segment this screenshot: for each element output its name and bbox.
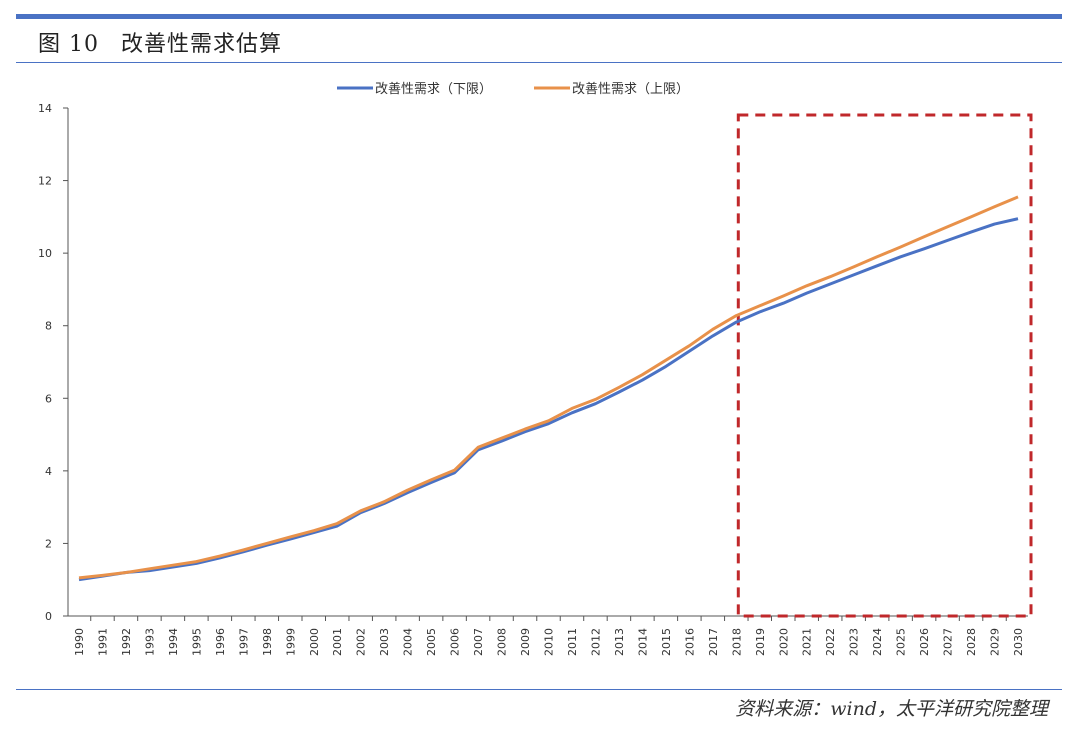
- y-tick-label: 10: [38, 247, 52, 260]
- x-tick-label: 1999: [284, 628, 297, 656]
- source-note: 资料来源：wind，太平洋研究院整理: [735, 698, 1048, 720]
- x-tick-label: 2023: [848, 628, 861, 656]
- x-tick-label: 2015: [660, 628, 673, 656]
- x-tick-label: 2012: [589, 628, 602, 656]
- x-tick-label: 2026: [918, 628, 931, 656]
- x-tick-label: 2006: [449, 628, 462, 656]
- x-tick-label: 2027: [942, 628, 955, 656]
- series-line-lower: [78, 217, 1019, 582]
- x-tick-label: 2007: [472, 628, 485, 656]
- y-tick-label: 0: [45, 610, 52, 623]
- y-tick-label: 4: [45, 465, 52, 478]
- x-tick-label: 2014: [636, 628, 649, 656]
- x-tick-label: 1991: [96, 628, 109, 656]
- x-tick-label: 2021: [801, 628, 814, 656]
- x-tick-label: 1994: [167, 628, 180, 656]
- y-tick-label: 6: [45, 392, 52, 405]
- x-tick-label: 2003: [378, 628, 391, 656]
- y-tick-label: 8: [45, 320, 52, 333]
- y-tick-label: 12: [38, 175, 52, 188]
- x-tick-label: 2001: [331, 628, 344, 656]
- x-tick-label: 2020: [777, 628, 790, 656]
- legend-label-lower: 改善性需求（下限）: [375, 81, 492, 97]
- x-tick-label: 2000: [308, 628, 321, 656]
- x-tick-label: 2018: [730, 628, 743, 656]
- series-line-upper: [78, 195, 1019, 580]
- legend-label-upper: 改善性需求（上限）: [572, 81, 689, 97]
- x-tick-label: 2024: [871, 628, 884, 656]
- x-tick-label: 2025: [895, 628, 908, 656]
- x-tick-label: 2004: [402, 628, 415, 656]
- chart-lines: [78, 195, 1019, 582]
- x-tick-label: 2005: [425, 628, 438, 656]
- top-rule: [16, 14, 1062, 19]
- x-tick-label: 2002: [355, 628, 368, 656]
- x-tick-label: 1995: [190, 628, 203, 656]
- x-tick-label: 1990: [73, 628, 86, 656]
- y-tick-label: 2: [45, 537, 52, 550]
- figure-title: 图 10 改善性需求估算: [38, 26, 282, 58]
- x-tick-label: 2028: [965, 628, 978, 656]
- figure-number: 10: [69, 32, 100, 57]
- y-tick-label: 14: [38, 102, 52, 115]
- title-rule: [16, 62, 1062, 63]
- x-tick-label: 2030: [1012, 628, 1025, 656]
- bottom-rule: [16, 689, 1062, 690]
- x-tick-label: 1996: [214, 628, 227, 656]
- chart-legend: 改善性需求（下限） 改善性需求（上限）: [337, 81, 689, 97]
- line-chart: 改善性需求（下限） 改善性需求（上限） 0 2 4 6 8 10 12 14 1990 1991 19…: [38, 81, 1033, 656]
- figure-title-text: 改善性需求估算: [121, 32, 283, 57]
- x-tick-label: 1998: [261, 628, 274, 656]
- x-tick-label: 1992: [120, 628, 133, 656]
- x-tick-label: 1993: [143, 628, 156, 656]
- x-tick-label: 2019: [754, 628, 767, 656]
- x-tick-label: 2017: [707, 628, 720, 656]
- x-tick-label: 1997: [237, 628, 250, 656]
- x-tick-label: 2010: [543, 628, 556, 656]
- x-tick-label: 2029: [989, 628, 1002, 656]
- x-tick-label: 2008: [496, 628, 509, 656]
- x-tick-label: 2022: [824, 628, 837, 656]
- forecast-highlight-box: [736, 113, 1033, 618]
- figure-label: 图: [38, 32, 62, 57]
- x-tick-label: 2013: [613, 628, 626, 656]
- x-tick-label: 2016: [683, 628, 696, 656]
- x-tick-label: 2009: [519, 628, 532, 656]
- x-tick-label: 2011: [566, 628, 579, 656]
- chart-axes: 0 2 4 6 8 10 12 14 1990 1991 1992 1993 1994 1995 1996 1…: [38, 102, 1028, 656]
- highlight-rect: [736, 113, 1033, 618]
